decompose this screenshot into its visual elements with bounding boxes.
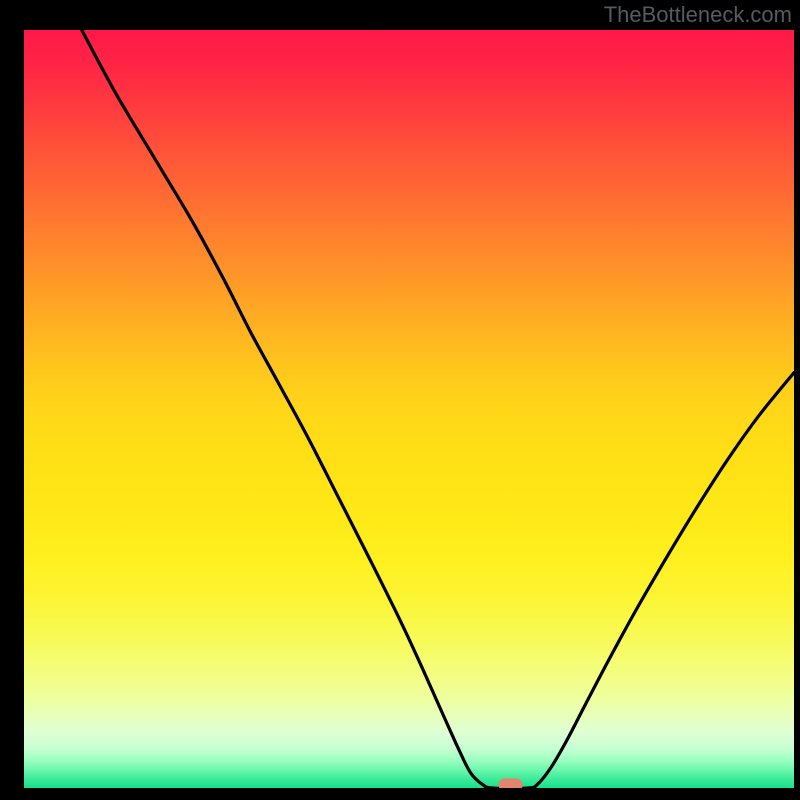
gradient-background xyxy=(24,30,794,788)
bottleneck-curve-chart xyxy=(24,30,794,788)
watermark-label: TheBottleneck.com xyxy=(604,2,792,28)
optimum-marker xyxy=(499,779,522,788)
plot-area xyxy=(24,30,794,788)
chart-frame: TheBottleneck.com xyxy=(0,0,800,800)
